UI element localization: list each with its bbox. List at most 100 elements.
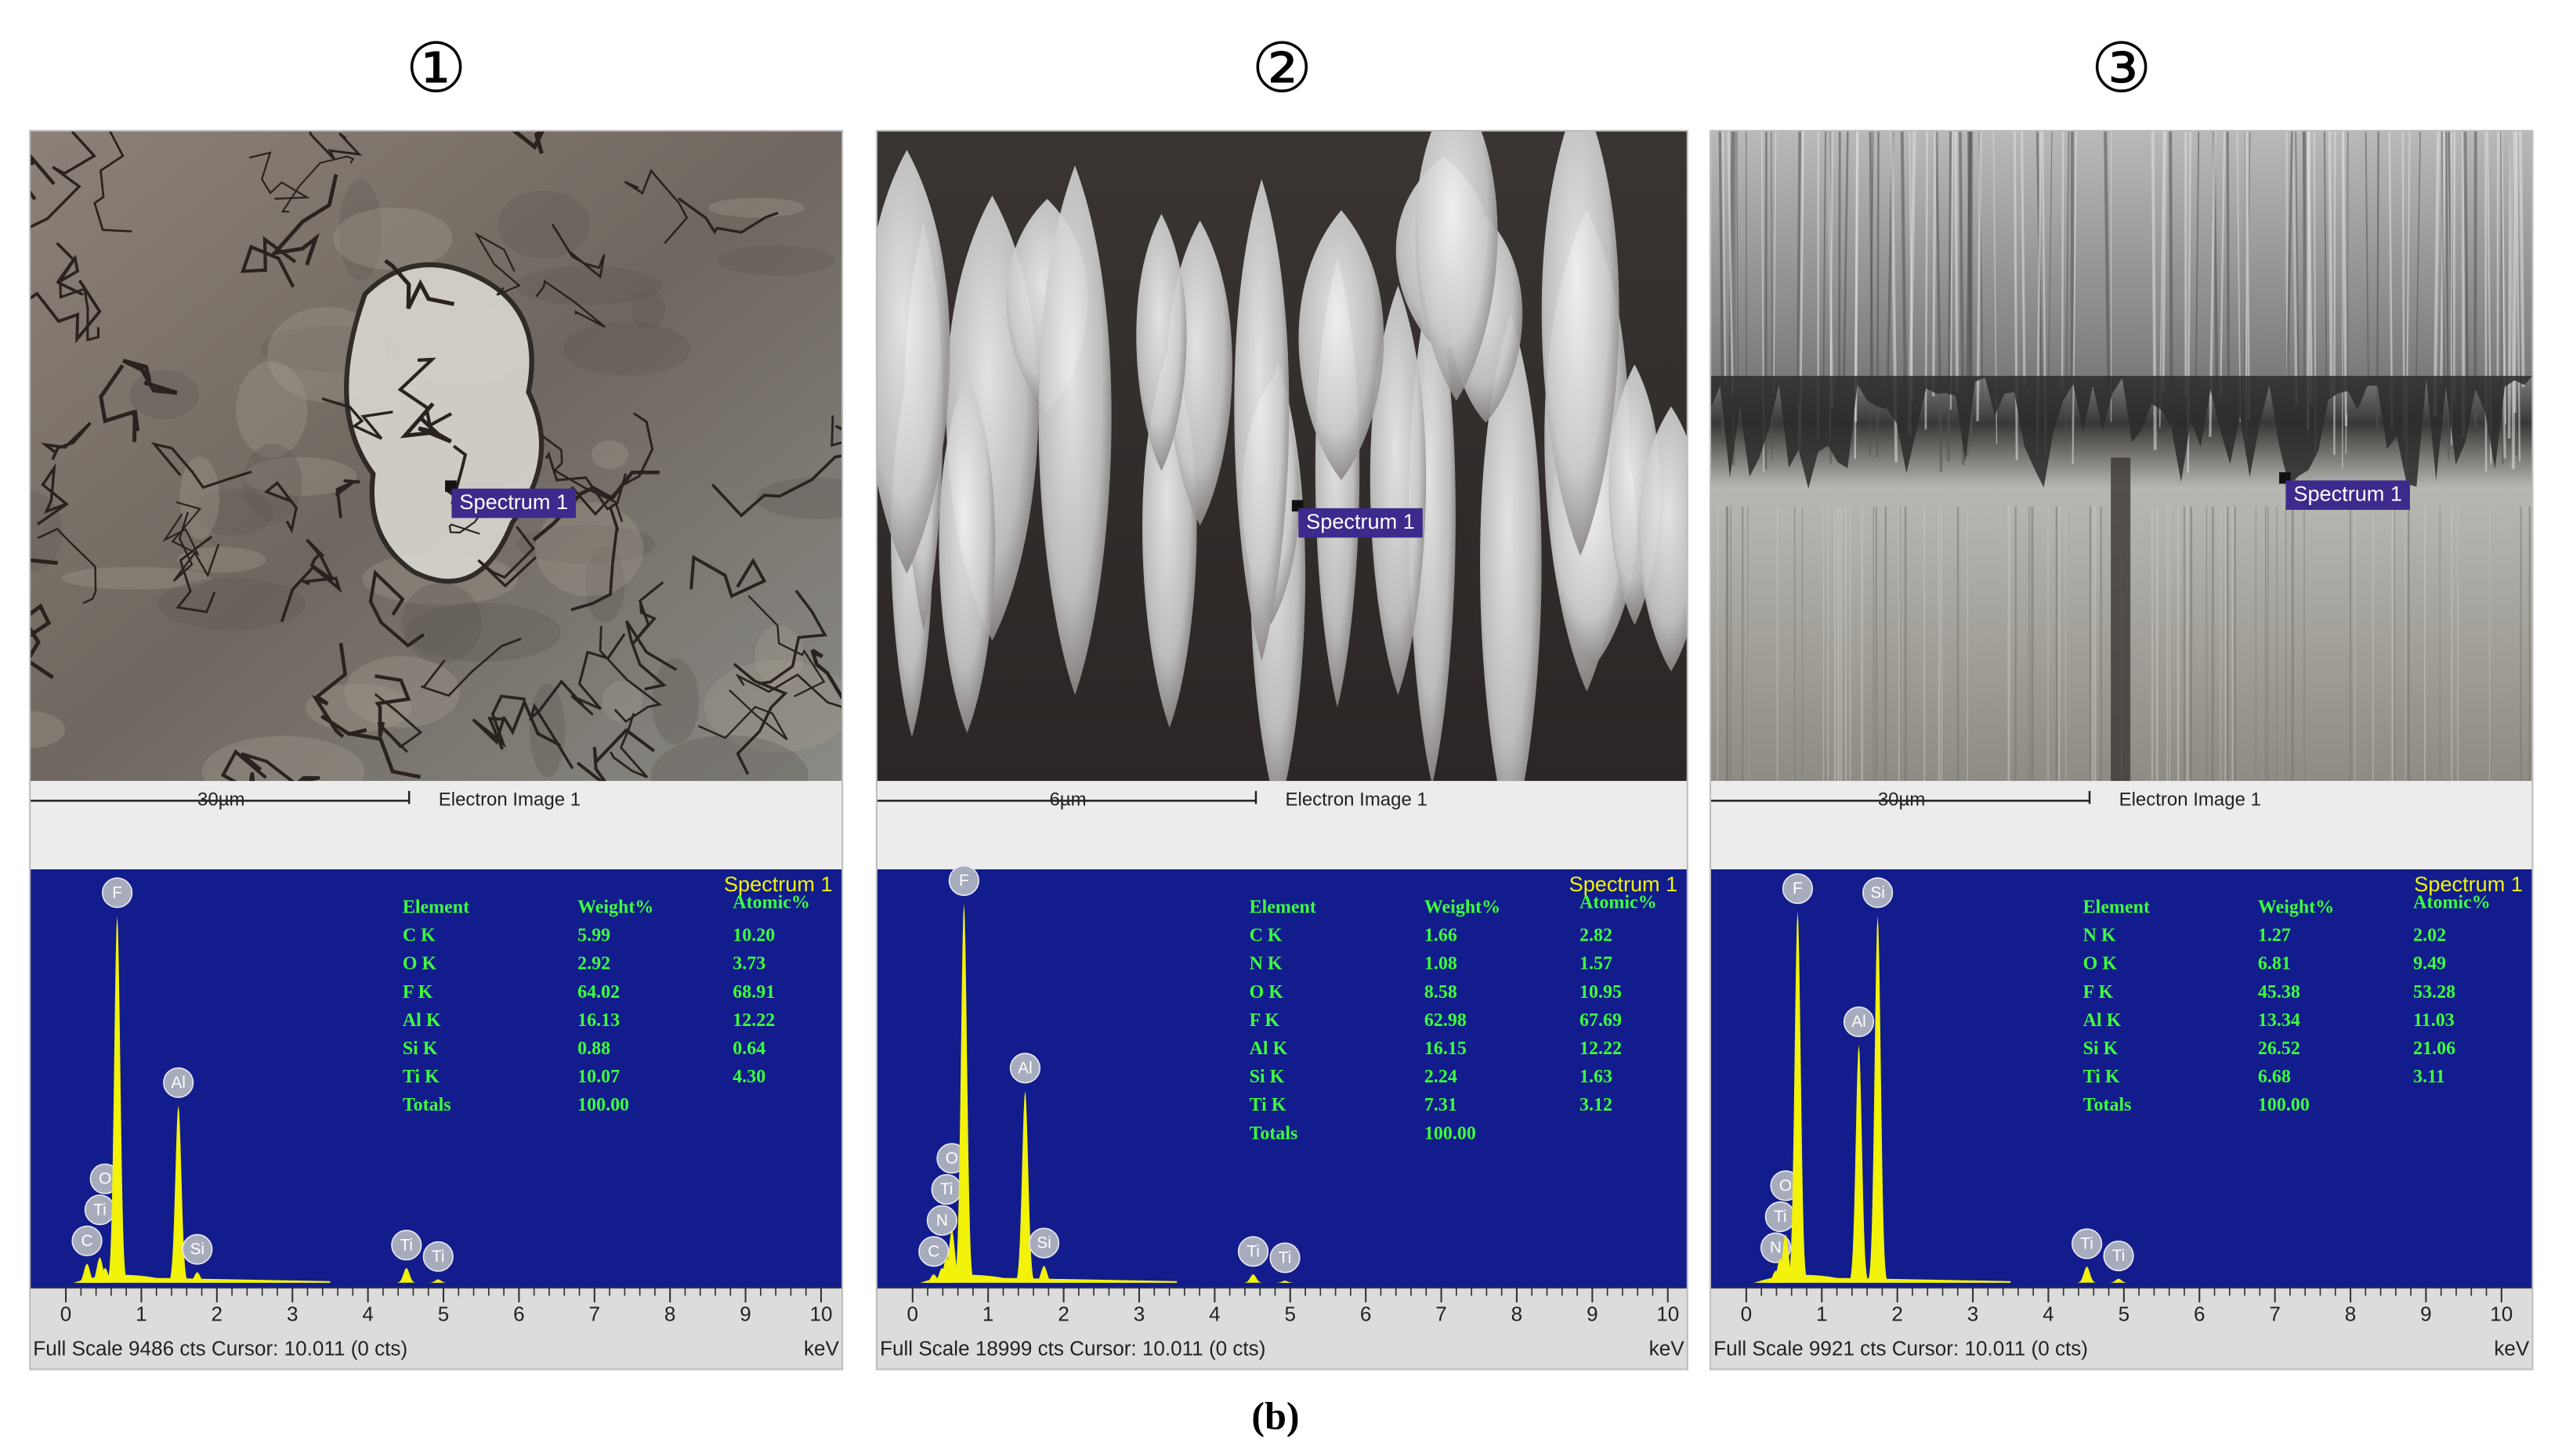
texture xyxy=(243,443,302,522)
crack xyxy=(528,679,584,770)
table-cell: Si K xyxy=(403,1039,438,1059)
texture xyxy=(563,321,691,376)
table-cell: 12.22 xyxy=(733,1010,775,1031)
crack xyxy=(280,155,355,213)
peak-label: N xyxy=(1770,1239,1782,1257)
crack xyxy=(400,402,452,444)
spectrum-title: Spectrum 1 xyxy=(2414,872,2523,896)
table-cell: 6.68 xyxy=(2258,1067,2291,1087)
peak-label-bg xyxy=(101,877,133,909)
streak xyxy=(2501,130,2507,425)
peak-label: Ti xyxy=(432,1248,445,1266)
texture xyxy=(194,489,273,537)
peak-label-bg xyxy=(948,865,979,896)
crack xyxy=(689,555,767,598)
crack xyxy=(40,421,92,461)
streak xyxy=(1797,130,1802,405)
streak xyxy=(2072,130,2077,464)
streak xyxy=(2323,130,2328,392)
x-tick-label: 6 xyxy=(513,1302,525,1325)
texture xyxy=(516,524,656,565)
streak xyxy=(2507,130,2513,439)
table-cell: 62.98 xyxy=(1424,1010,1467,1031)
sem-image xyxy=(876,130,1688,782)
crack xyxy=(397,357,453,428)
spectrum-title: Spectrum 1 xyxy=(724,872,833,896)
streak xyxy=(1826,130,1834,408)
crack xyxy=(545,451,628,511)
table-cell: 10.20 xyxy=(733,926,775,946)
table-cell: 100.00 xyxy=(577,1095,629,1115)
peak-label: C xyxy=(928,1242,939,1260)
x-tick-label: 8 xyxy=(664,1302,676,1325)
caption-strip xyxy=(1710,781,2533,869)
peak-label: Ti xyxy=(400,1236,413,1254)
figure-caption: (b) xyxy=(1251,1394,1299,1438)
peak-label: O xyxy=(99,1170,111,1188)
peak xyxy=(1243,1274,1263,1283)
streak xyxy=(2302,130,2306,402)
streak xyxy=(2047,130,2053,418)
crack xyxy=(599,626,663,723)
peak-label: O xyxy=(946,1150,958,1168)
table-cell: 26.52 xyxy=(2258,1039,2300,1059)
crack xyxy=(335,479,360,518)
table-header: Weight% xyxy=(577,898,653,918)
peak-label-bg xyxy=(1269,1242,1301,1274)
x-tick-label: 6 xyxy=(1360,1302,1372,1325)
streak xyxy=(1727,130,1734,395)
table-cell: 0.64 xyxy=(733,1039,765,1059)
x-tick-label: 1 xyxy=(136,1302,147,1325)
x-tick-label: 10 xyxy=(2490,1302,2513,1325)
panel-border xyxy=(29,129,844,1371)
x-tick-label: 3 xyxy=(1967,1302,1979,1325)
peak xyxy=(1276,1281,1294,1283)
gap xyxy=(2111,457,2131,782)
x-tick-label: 2 xyxy=(1891,1302,1903,1325)
crack xyxy=(576,728,656,782)
peak-label: F xyxy=(1793,880,1803,898)
crack xyxy=(747,594,826,698)
table-cell: Ti K xyxy=(2083,1067,2120,1087)
peak-label: Si xyxy=(190,1241,204,1259)
crack xyxy=(30,603,54,680)
table-cell: F K xyxy=(2083,982,2114,1003)
streak xyxy=(2433,130,2441,417)
peak-label-bg xyxy=(1782,873,1814,905)
peak-label: Ti xyxy=(940,1180,953,1198)
streak xyxy=(1932,130,1937,396)
table-header: Element xyxy=(2083,898,2150,918)
texture xyxy=(338,179,382,281)
crack xyxy=(535,280,606,328)
texture xyxy=(514,266,663,305)
table-cell: 3.11 xyxy=(2413,1067,2445,1087)
crack xyxy=(375,674,411,738)
streak xyxy=(1949,130,1954,410)
x-unit: keV xyxy=(1649,1336,1685,1360)
peak-label-bg xyxy=(71,1225,103,1256)
x-tick-label: 7 xyxy=(589,1302,601,1325)
texture xyxy=(61,566,212,590)
x-unit: keV xyxy=(2494,1336,2530,1360)
peak-label-bg xyxy=(2103,1240,2134,1272)
peak-label: C xyxy=(81,1232,93,1250)
table-cell: 16.15 xyxy=(1424,1039,1467,1059)
crack xyxy=(59,281,100,341)
scale-bar xyxy=(1710,790,2091,804)
table-cell: 1.66 xyxy=(1424,926,1457,946)
streak xyxy=(1869,130,1874,406)
table-cell: 13.34 xyxy=(2258,1010,2300,1031)
x-unit: keV xyxy=(804,1336,840,1360)
crack xyxy=(175,535,216,613)
peak-label: F xyxy=(959,872,969,890)
x-tick-label: 1 xyxy=(982,1302,994,1325)
peak-label-bg xyxy=(926,1205,958,1236)
peak xyxy=(1788,911,1807,1283)
peak-label: Ti xyxy=(1279,1248,1292,1266)
peak xyxy=(169,1105,188,1283)
crack xyxy=(162,501,202,556)
marker-box xyxy=(451,488,577,518)
table-cell: 11.03 xyxy=(2413,1010,2455,1031)
marker-box xyxy=(1298,508,1423,538)
